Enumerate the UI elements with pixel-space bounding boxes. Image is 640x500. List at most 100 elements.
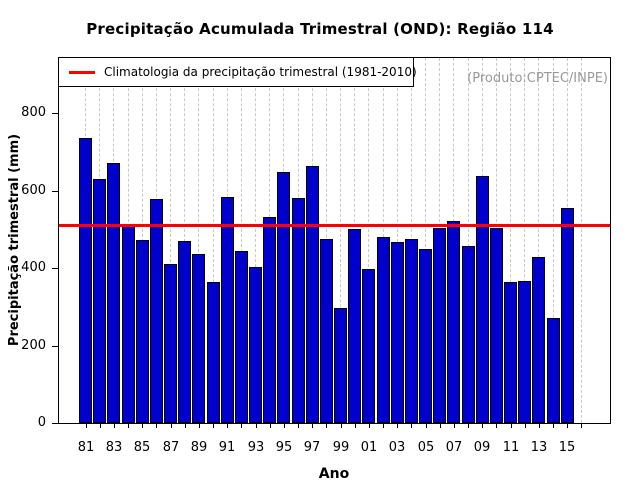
gridline [212,58,214,423]
x-tick-label: 91 [218,440,236,455]
bar-01 [362,269,376,423]
y-axis-tick [52,423,58,424]
x-tick-label: 05 [417,440,435,455]
bar-06 [433,228,447,423]
bar-13 [532,257,546,423]
x-axis-tick [482,423,483,428]
x-axis-tick [411,423,412,428]
legend-label: Climatologia da precipitação trimestral … [104,65,417,79]
x-axis-tick [171,423,172,428]
x-axis-tick [341,423,342,428]
bar-81 [79,138,92,423]
y-tick-label: 0 [37,415,46,430]
x-tick-label: 03 [388,440,406,455]
x-axis-tick [496,423,497,428]
bar-82 [93,179,107,423]
x-axis-tick [553,423,554,428]
bar-90 [206,282,220,423]
x-tick-label: 81 [77,440,95,455]
y-axis-tick [52,113,58,114]
bar-12 [518,281,532,423]
gridline [340,58,342,423]
legend: Climatologia da precipitação trimestral … [58,57,417,87]
x-tick-label: 09 [473,440,491,455]
x-axis-tick [539,423,540,428]
gridline [510,58,512,423]
x-axis-tick [298,423,299,428]
x-axis-tick [199,423,200,428]
gridline [425,58,427,423]
x-tick-label: 93 [247,440,265,455]
x-axis-tick [326,423,327,428]
x-axis-tick [284,423,285,428]
x-axis-tick [383,423,384,428]
x-axis-tick [185,423,186,428]
x-tick-label: 83 [105,440,123,455]
x-axis-tick [270,423,271,428]
x-axis-tick [511,423,512,428]
bar-86 [149,199,163,423]
bar-84 [121,226,135,423]
bar-05 [419,249,433,423]
x-axis-tick [156,423,157,428]
x-axis-tick [114,423,115,428]
plot-area [58,57,611,424]
gridline [467,58,469,423]
x-axis-tick [227,423,228,428]
gridline [396,58,398,423]
x-axis-tick [355,423,356,428]
x-axis-title: Ano [318,466,350,482]
y-axis-tick [52,346,58,347]
watermark-text: (Produto:CPTEC/INPE) [467,71,608,86]
x-axis-tick [213,423,214,428]
bar-85 [135,240,149,423]
bar-97 [305,166,319,423]
bar-03 [390,242,404,423]
gridline [580,58,582,423]
gridline [524,58,526,423]
x-axis-tick [426,423,427,428]
bar-10 [489,228,503,423]
gridline [240,58,242,423]
x-tick-label: 13 [530,440,548,455]
x-tick-label: 99 [332,440,350,455]
y-tick-label: 800 [21,105,46,120]
bar-94 [263,217,277,423]
y-tick-label: 200 [21,338,46,353]
x-tick-label: 89 [190,440,208,455]
x-tick-label: 11 [502,440,520,455]
bar-89 [192,254,206,423]
gridline [552,58,554,423]
y-axis-tick [52,268,58,269]
x-axis-tick [142,423,143,428]
bar-99 [334,308,348,423]
bar-87 [164,264,178,423]
x-axis-tick [567,423,568,428]
x-axis-tick [241,423,242,428]
gridline [184,58,186,423]
bar-91 [220,197,234,423]
y-axis-tick [52,191,58,192]
x-axis-tick [369,423,370,428]
gridline [368,58,370,423]
y-tick-label: 600 [21,183,46,198]
bar-98 [319,239,333,423]
bar-00 [348,229,362,423]
x-axis-tick [312,423,313,428]
bar-95 [277,172,291,423]
bar-11 [504,282,518,423]
x-axis-tick [440,423,441,428]
x-axis-tick [86,423,87,428]
bar-07 [447,221,461,423]
gridline [170,58,172,423]
x-tick-label: 01 [360,440,378,455]
climatology-line [59,224,610,227]
bar-14 [546,318,560,423]
bar-09 [475,176,489,423]
x-axis-tick [100,423,101,428]
x-axis-tick [128,423,129,428]
bar-88 [178,241,192,423]
x-axis-tick [581,423,582,428]
bar-15 [560,208,574,423]
